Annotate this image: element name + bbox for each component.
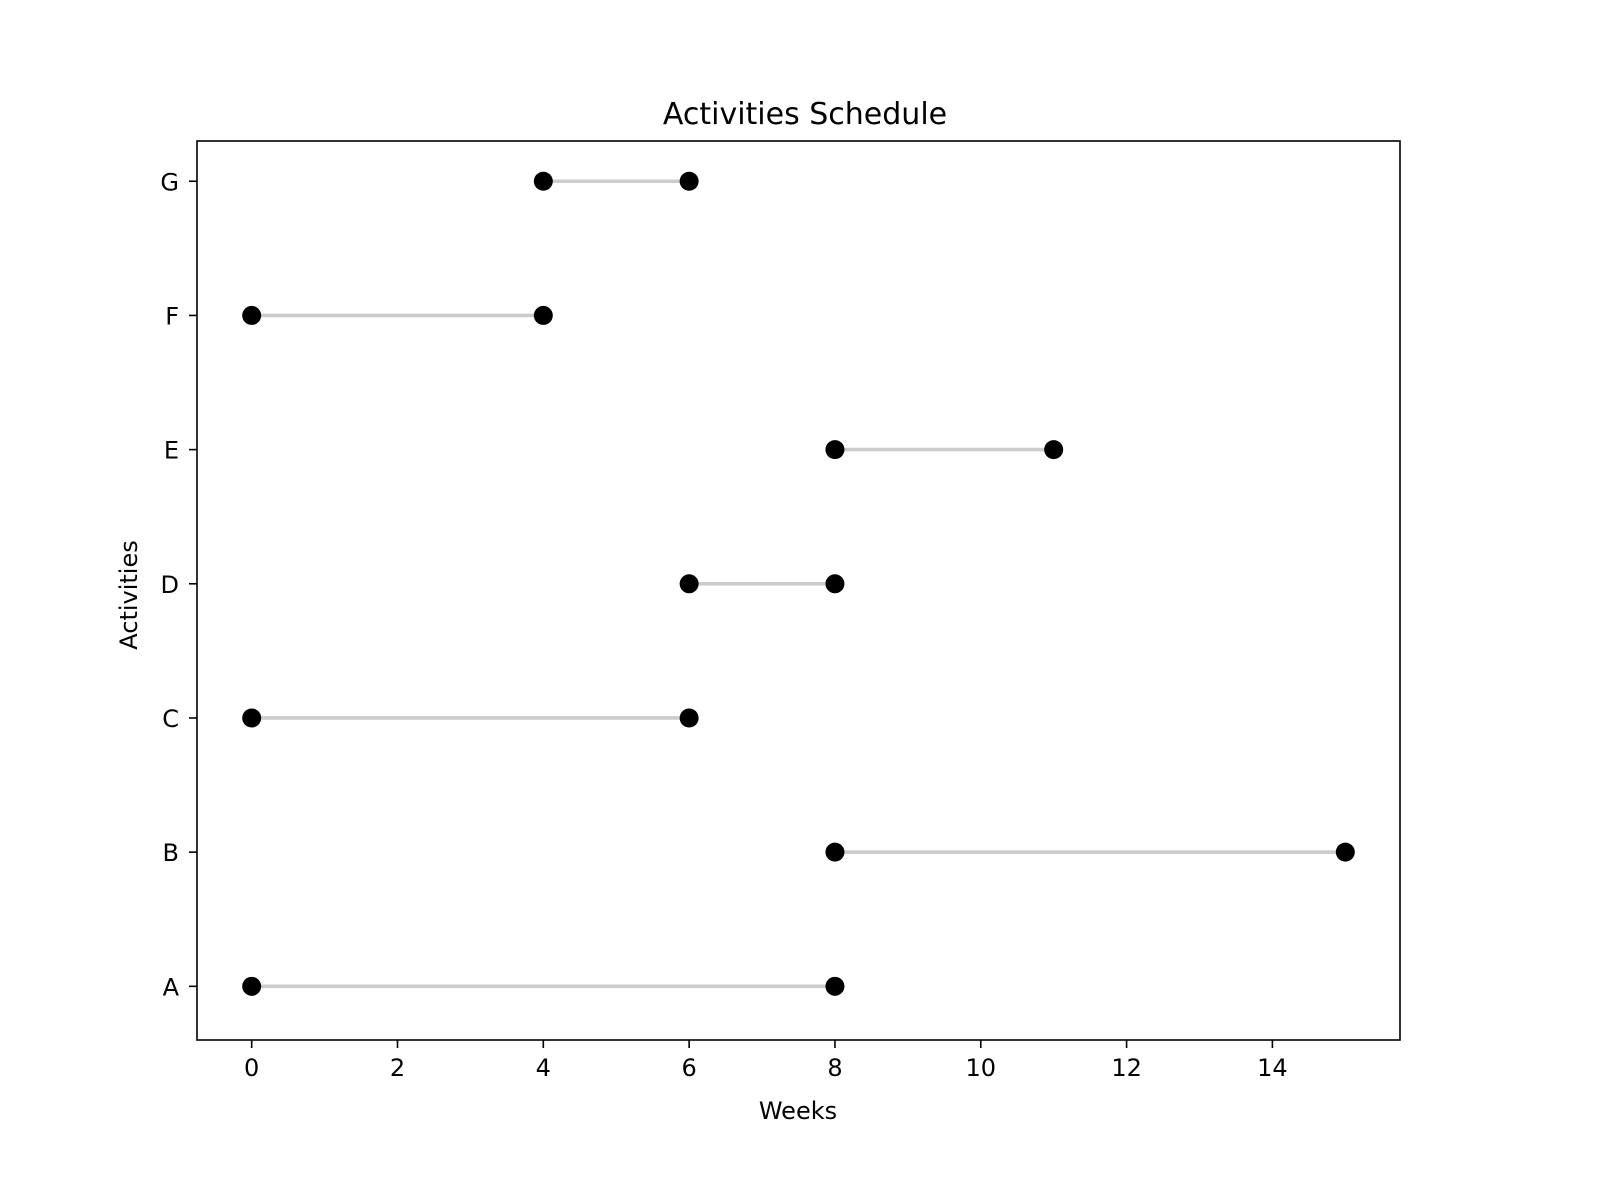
x-tick-label: 12 [1111,1054,1142,1082]
x-tick-label: 2 [390,1054,405,1082]
x-tick-label: 14 [1257,1054,1288,1082]
start-point-g [533,171,553,191]
x-tick-label: 0 [244,1054,259,1082]
y-tick-label: A [163,973,180,1001]
x-tick-label: 6 [681,1054,696,1082]
y-axis-title: Activities [115,540,143,650]
end-point-b [1335,842,1355,862]
end-point-c [679,708,699,728]
x-axis: 0 2 4 6 8 10 12 14 [244,1040,1288,1082]
end-point-a [825,976,845,996]
x-tick-label: 4 [536,1054,551,1082]
start-point-e [825,440,845,460]
y-tick-label: E [164,437,179,465]
end-point-e [1044,440,1064,460]
chart-title: Activities Schedule [663,97,947,132]
start-point-a [242,976,262,996]
end-point-d [825,574,845,594]
y-tick-label: B [163,839,179,867]
start-point-b [825,842,845,862]
x-tick-label: 8 [827,1054,842,1082]
end-point-f [533,305,553,325]
y-tick-label: D [161,571,179,599]
axes-frame [196,140,1401,1041]
x-axis-title: Weeks [759,1097,837,1125]
y-tick-label: C [162,705,179,733]
start-point-d [679,574,699,594]
plot-area [242,171,1355,996]
start-point-f [242,305,262,325]
end-point-g [679,171,699,191]
x-tick-label: 10 [965,1054,996,1082]
start-point-c [242,708,262,728]
y-tick-label: G [160,168,179,196]
y-tick-label: F [165,302,179,330]
y-axis: A B C D E F G [160,168,197,1001]
